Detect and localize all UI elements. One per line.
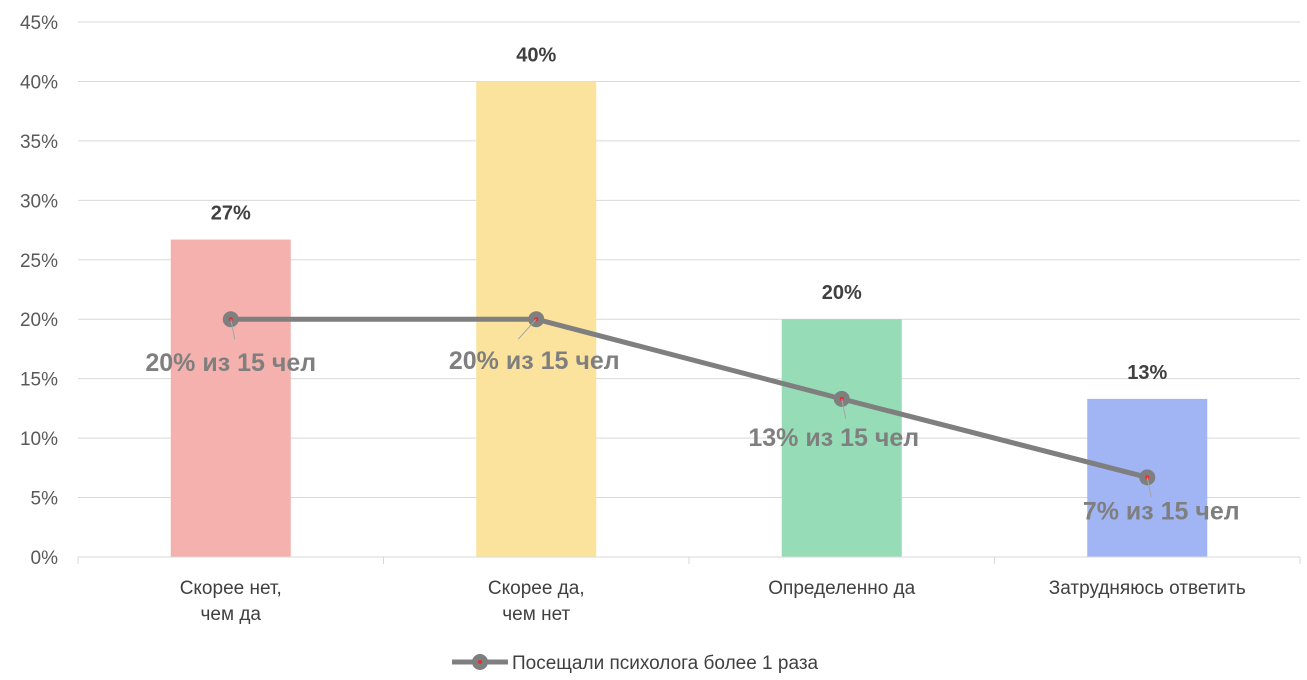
y-tick-label: 0% [31,548,59,569]
legend-swatch-dot [478,660,482,664]
line-value-label: 20% из 15 чел [145,349,316,377]
y-tick-label: 10% [20,429,58,450]
y-tick-label: 35% [20,132,58,153]
y-tick-label: 5% [31,489,59,510]
bar-data-labels: 27% 40% 20% 13% [211,44,1168,383]
bar-value-label: 13% [1127,362,1167,384]
y-tick-label: 40% [20,72,58,93]
bar [781,319,902,557]
y-axis-ticks: 0% 5% 10% 15% 20% 25% 30% 35% 40% 45% [20,13,58,569]
leader-line [841,398,847,419]
leader-line [517,318,537,340]
x-tick-label: Затрудняюсь ответить [1049,578,1246,599]
y-tick-label: 45% [20,13,58,34]
bar-value-label: 27% [211,203,251,225]
y-tick-label: 20% [20,310,58,331]
legend-label: Посещали психолога более 1 раза [512,653,819,674]
line-value-label: 7% из 15 чел [1083,497,1240,525]
y-tick-label: 15% [20,370,58,391]
bar [170,239,291,558]
x-tick-label: Скорее нет, чем да [180,578,282,625]
x-axis [77,556,1301,564]
x-tick-label: Скорее да, чем нет [488,578,585,625]
y-tick-label: 30% [20,191,58,212]
line-data-labels: 20% из 15 чел 20% из 15 чел 13% из 15 чел 7… [145,318,1240,525]
line-series [222,311,1156,486]
bar-value-label: 20% [822,282,862,304]
leader-line [1146,477,1152,498]
line-value-label: 13% из 15 чел [748,424,919,452]
x-axis-ticks: Скорее нет, чем да Скорее да, чем нет Опреде… [180,578,1246,625]
y-tick-label: 25% [20,251,58,272]
bar-value-label: 40% [516,44,556,66]
leader-line [230,319,236,340]
line-value-label: 20% из 15 чел [449,347,620,375]
legend: Посещали психолога более 1 раза [452,653,819,674]
x-tick-label: Определенно да [768,578,915,599]
series-line [230,316,1148,480]
